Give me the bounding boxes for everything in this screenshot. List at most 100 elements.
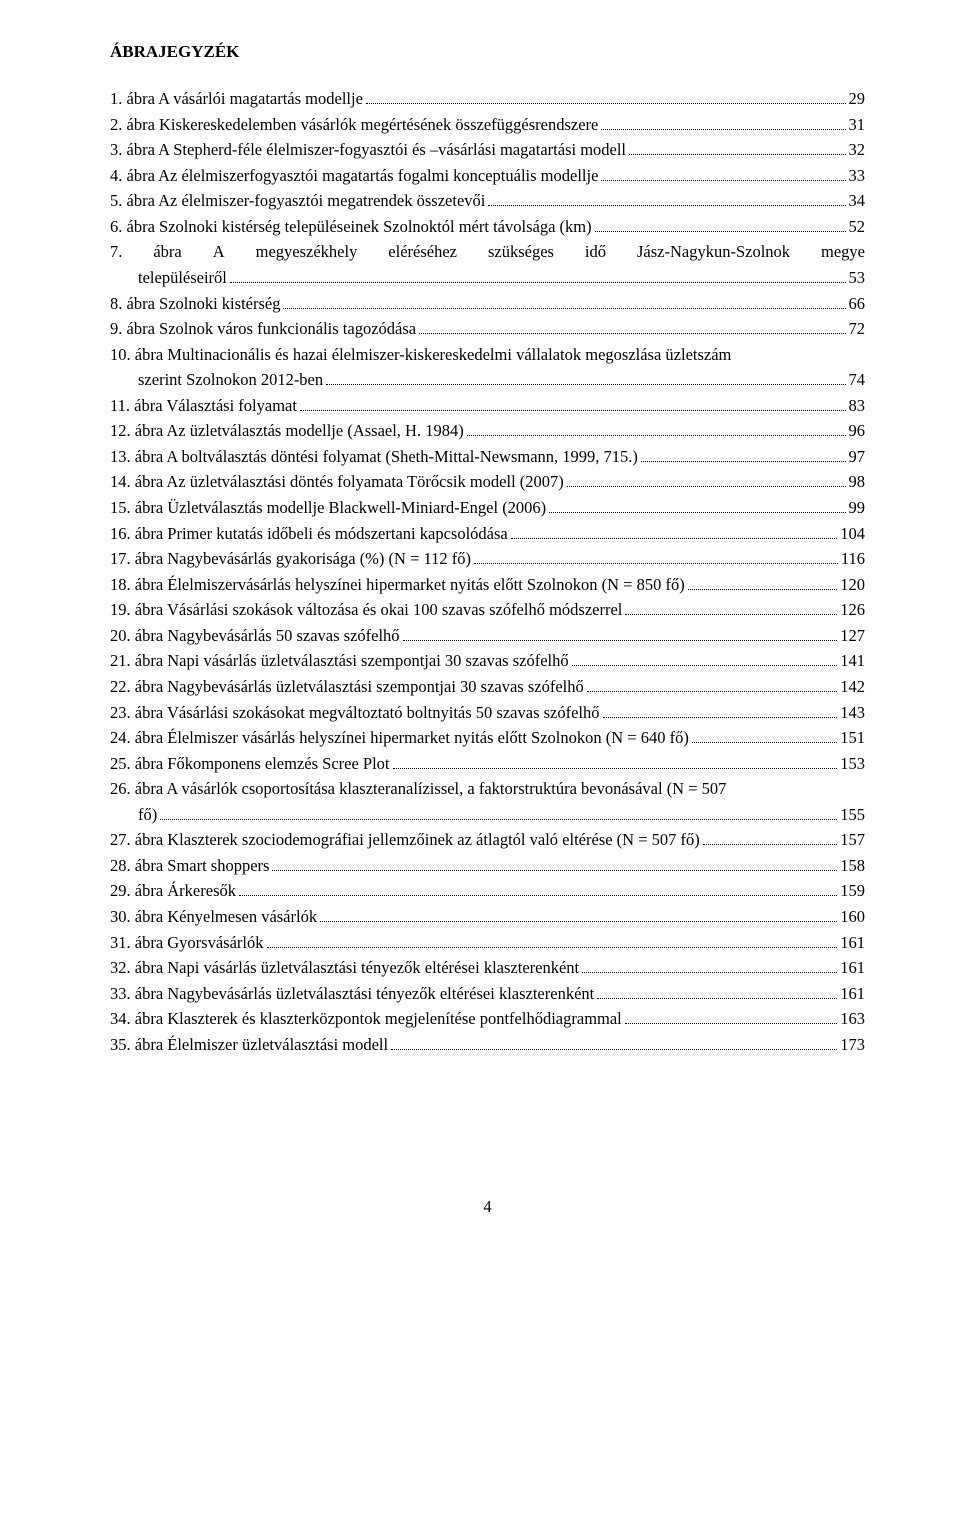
toc-entry-page: 72 <box>849 316 866 342</box>
toc-entry-page: 104 <box>840 521 865 547</box>
toc-entry: 19. ábra Vásárlási szokások változása és… <box>110 597 865 623</box>
toc-entry: 22. ábra Nagybevásárlás üzletválasztási … <box>110 674 865 700</box>
toc-entry: 6. ábra Szolnoki kistérség településeine… <box>110 214 865 240</box>
toc-entry-label: 10. ábra Multinacionális és hazai élelmi… <box>110 342 731 368</box>
toc-entry-page: 161 <box>840 930 865 956</box>
toc-entry: 25. ábra Főkomponens elemzés Scree Plot … <box>110 751 865 777</box>
toc-leader-dots <box>326 384 845 385</box>
toc-entry: 1. ábra A vásárlói magatartás modellje 2… <box>110 86 865 112</box>
toc-entry-label: 15. ábra Üzletválasztás modellje Blackwe… <box>110 495 546 521</box>
toc-leader-dots <box>300 410 846 411</box>
toc-entry-label: 35. ábra Élelmiszer üzletválasztási mode… <box>110 1032 388 1058</box>
toc-entry-label: 27. ábra Klaszterek szociodemográfiai je… <box>110 827 700 853</box>
toc-leader-dots <box>629 154 845 155</box>
toc-leader-dots <box>603 717 838 718</box>
toc-leader-dots <box>320 921 837 922</box>
toc-entry-label: 2. ábra Kiskereskedelemben vásárlók megé… <box>110 112 598 138</box>
toc-entry-label: 3. ábra A Stepherd-féle élelmiszer-fogya… <box>110 137 626 163</box>
toc-entry-label: 4. ábra Az élelmiszerfogyasztói magatart… <box>110 163 598 189</box>
toc-leader-dots <box>567 486 846 487</box>
toc-entry: 3. ábra A Stepherd-féle élelmiszer-fogya… <box>110 137 865 163</box>
toc-entry-label: 16. ábra Primer kutatás időbeli és módsz… <box>110 521 508 547</box>
toc-entry-page: 96 <box>849 418 866 444</box>
toc-entry-page: 127 <box>840 623 865 649</box>
toc-entry-page: 83 <box>849 393 866 419</box>
toc-entry-page: 141 <box>840 648 865 674</box>
toc-entry: 9. ábra Szolnok város funkcionális tagoz… <box>110 316 865 342</box>
toc-leader-dots <box>601 129 845 130</box>
toc-entry: 20. ábra Nagybevásárlás 50 szavas szófel… <box>110 623 865 649</box>
toc-leader-dots <box>641 461 846 462</box>
toc-leader-dots <box>419 333 845 334</box>
toc-entry-page: 155 <box>840 802 865 828</box>
toc-entry-page: 151 <box>840 725 865 751</box>
toc-entry-label: 5. ábra Az élelmiszer-fogyasztói megatre… <box>110 188 485 214</box>
toc-entry-page: 97 <box>849 444 866 470</box>
toc-entry-label: 32. ábra Napi vásárlás üzletválasztási t… <box>110 955 579 981</box>
toc-entry: 23. ábra Vásárlási szokásokat megváltozt… <box>110 700 865 726</box>
toc-entry: 13. ábra A boltválasztás döntési folyama… <box>110 444 865 470</box>
toc-entry-page: 142 <box>840 674 865 700</box>
toc-leader-dots <box>391 1049 837 1050</box>
toc-entry-label: 31. ábra Gyorsvásárlók <box>110 930 264 956</box>
toc-entry-page: 163 <box>840 1006 865 1032</box>
toc-entry-label: 20. ábra Nagybevásárlás 50 szavas szófel… <box>110 623 400 649</box>
toc-entry-page: 160 <box>840 904 865 930</box>
toc-leader-dots <box>272 870 837 871</box>
toc-entry-label: 8. ábra Szolnoki kistérség <box>110 291 280 317</box>
toc-entry-page: 120 <box>840 572 865 598</box>
toc-entry-page: 52 <box>849 214 866 240</box>
toc-entry: 27. ábra Klaszterek szociodemográfiai je… <box>110 827 865 853</box>
toc-entry-page: 33 <box>849 163 866 189</box>
toc-entry-page: 32 <box>849 137 866 163</box>
toc-leader-dots <box>366 103 846 104</box>
toc-entry-page: 98 <box>849 469 866 495</box>
toc-entry-label: 11. ábra Választási folyamat <box>110 393 297 419</box>
toc-entry-label: 9. ábra Szolnok város funkcionális tagoz… <box>110 316 416 342</box>
toc-entry: 8. ábra Szolnoki kistérség 66 <box>110 291 865 317</box>
toc-entry-label: 7.ábraAmegyeszékhelyeléréséhezszükségesi… <box>110 239 865 265</box>
toc-entry-label: 17. ábra Nagybevásárlás gyakorisága (%) … <box>110 546 471 572</box>
toc-entry-label: 21. ábra Napi vásárlás üzletválasztási s… <box>110 648 569 674</box>
toc-leader-dots <box>403 640 838 641</box>
toc-entry-page: 116 <box>841 546 865 572</box>
toc-entry-page: 158 <box>840 853 865 879</box>
toc-leader-dots <box>393 768 838 769</box>
toc-leader-dots <box>597 998 837 999</box>
toc-entry-label: 1. ábra A vásárlói magatartás modellje <box>110 86 363 112</box>
toc-entry-page: 34 <box>849 188 866 214</box>
toc-entry-label-cont: szerint Szolnokon 2012-ben <box>138 367 323 393</box>
toc-entry: 18. ábra Élelmiszervásárlás helyszínei h… <box>110 572 865 598</box>
toc-entry: 2. ábra Kiskereskedelemben vásárlók megé… <box>110 112 865 138</box>
toc-leader-dots <box>625 1023 837 1024</box>
toc-entry-page: 66 <box>849 291 866 317</box>
toc-entry: 31. ábra Gyorsvásárlók 161 <box>110 930 865 956</box>
toc-entry-page: 159 <box>840 878 865 904</box>
toc-entry-label: 13. ábra A boltválasztás döntési folyama… <box>110 444 638 470</box>
toc-leader-dots <box>549 512 845 513</box>
toc-entry: 35. ábra Élelmiszer üzletválasztási mode… <box>110 1032 865 1058</box>
toc-entry: 10. ábra Multinacionális és hazai élelmi… <box>110 342 865 393</box>
toc-leader-dots <box>267 947 838 948</box>
toc-entry-page: 99 <box>849 495 866 521</box>
toc-leader-dots <box>587 691 838 692</box>
toc-leader-dots <box>488 205 845 206</box>
toc-entry-label-cont: fő) <box>138 802 157 828</box>
toc-entry: 4. ábra Az élelmiszerfogyasztói magatart… <box>110 163 865 189</box>
toc-entry: 32. ábra Napi vásárlás üzletválasztási t… <box>110 955 865 981</box>
toc-entry-label: 26. ábra A vásárlók csoportosítása klasz… <box>110 776 726 802</box>
toc-leader-dots <box>160 819 837 820</box>
toc-entry-label: 34. ábra Klaszterek és klaszterközpontok… <box>110 1006 622 1032</box>
toc-leader-dots <box>474 563 838 564</box>
toc-leader-dots <box>230 282 846 283</box>
toc-entry-page: 126 <box>840 597 865 623</box>
toc-entry-label: 19. ábra Vásárlási szokások változása és… <box>110 597 622 623</box>
toc-entry-label: 25. ábra Főkomponens elemzés Scree Plot <box>110 751 390 777</box>
toc-leader-dots <box>283 308 845 309</box>
toc-entry: 30. ábra Kényelmesen vásárlók 160 <box>110 904 865 930</box>
toc-leader-dots <box>572 665 838 666</box>
toc-entry: 21. ábra Napi vásárlás üzletválasztási s… <box>110 648 865 674</box>
toc-entry-label: 18. ábra Élelmiszervásárlás helyszínei h… <box>110 572 685 598</box>
toc-entry: 29. ábra Árkeresők 159 <box>110 878 865 904</box>
toc-leader-dots <box>582 972 837 973</box>
